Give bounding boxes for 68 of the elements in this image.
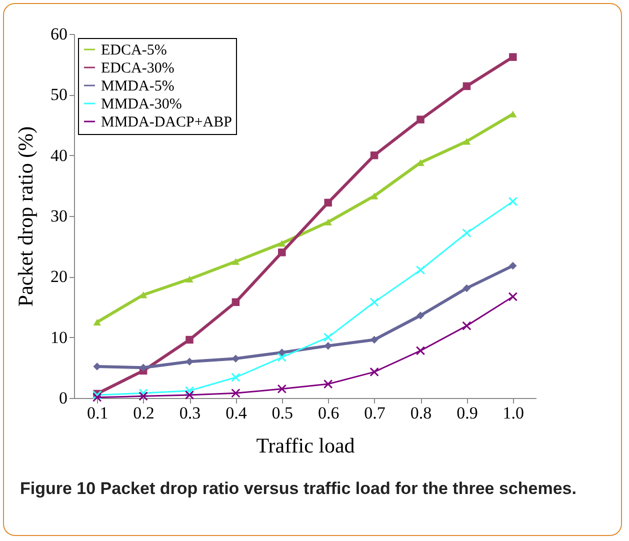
x-tick-label: 0.1 (86, 404, 108, 422)
point (462, 228, 472, 238)
x-tick-label: 0.3 (179, 404, 201, 422)
point (509, 110, 517, 118)
x-tick-label: 0.5 (272, 404, 294, 422)
point (508, 292, 518, 302)
point (416, 116, 424, 124)
point (416, 346, 426, 356)
x-axis-title: Traffic load (256, 434, 356, 458)
point (92, 392, 102, 402)
point (186, 358, 194, 366)
point (232, 258, 240, 265)
point (324, 198, 332, 207)
point (324, 342, 332, 350)
point (93, 362, 101, 370)
point (139, 292, 148, 298)
point (93, 318, 101, 326)
point (509, 262, 517, 270)
point (324, 218, 332, 226)
point (462, 138, 471, 145)
point (232, 298, 240, 306)
point (138, 392, 148, 401)
point (138, 388, 148, 398)
point (231, 388, 240, 398)
point (462, 321, 472, 330)
point (370, 336, 378, 344)
y-tick-label: 50 (50, 85, 68, 104)
point (186, 336, 194, 344)
y-tick-label: 30 (50, 206, 68, 226)
point (186, 276, 194, 282)
point (416, 265, 426, 275)
y-tick-label: 60 (50, 24, 68, 44)
y-tick-label: 40 (50, 146, 68, 165)
y-axis-title: Packet drop ratio (%) (14, 126, 38, 307)
legend-label: MMDA-5% (101, 78, 174, 94)
point (370, 192, 378, 200)
x-tick-label: 0.7 (364, 404, 386, 422)
point (278, 248, 286, 256)
x-tick-label: 0.9 (456, 404, 478, 422)
point (184, 386, 194, 396)
point (462, 284, 471, 292)
x-tick-label: 1.0 (502, 404, 524, 422)
x-tick-label: 0.8 (410, 404, 432, 422)
legend-label: EDCA-5% (101, 42, 167, 58)
x-tick-label: 0.6 (318, 404, 340, 422)
legend-label: EDCA-30% (101, 60, 174, 76)
point (277, 352, 287, 362)
legend-label: MMDA-DACP+ABP (101, 114, 232, 130)
point (509, 53, 517, 61)
point (323, 332, 333, 342)
x-tick-label: 0.2 (133, 404, 154, 422)
point (370, 151, 378, 160)
y-tick-label: 20 (50, 267, 68, 286)
point (323, 379, 333, 389)
x-tick-label: 0.4 (226, 404, 248, 422)
point (462, 82, 471, 90)
point (508, 196, 518, 206)
legend-label: MMDA-30% (101, 96, 182, 112)
y-tick-label: 10 (50, 328, 68, 347)
point (370, 367, 379, 377)
point (184, 390, 194, 400)
point (278, 240, 286, 247)
point (231, 372, 240, 382)
y-tick-label: 0 (59, 388, 68, 408)
point (277, 384, 287, 394)
point (416, 312, 424, 320)
point (370, 298, 379, 307)
caption: Figure 10 Packet drop ratio versus traffic load for the three schemes. (20, 478, 578, 500)
